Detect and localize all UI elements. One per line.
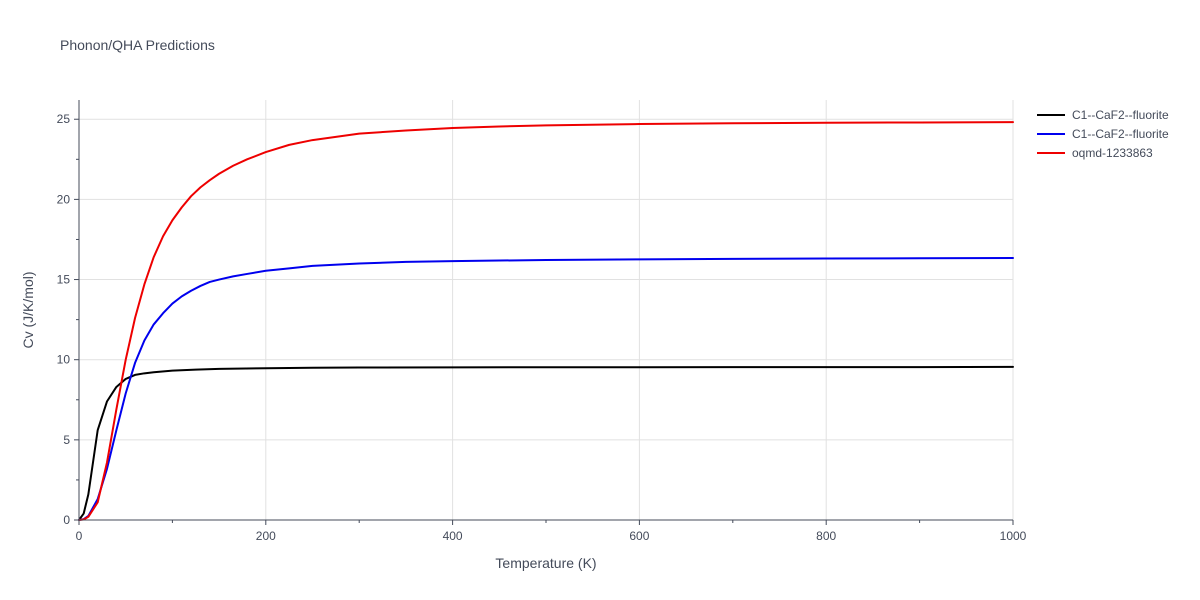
y-tick-label: 20 [57, 192, 71, 206]
x-axis-title: Temperature (K) [495, 555, 596, 571]
x-tick-label: 0 [76, 529, 83, 543]
x-tick-label: 400 [443, 529, 463, 543]
series-line-2[interactable] [78, 257, 1014, 521]
x-tick-label: 800 [816, 529, 836, 543]
legend-label: oqmd-1233863 [1072, 146, 1153, 160]
y-tick-label: 10 [57, 353, 71, 367]
y-tick-label: 0 [63, 513, 70, 527]
chart-title: Phonon/QHA Predictions [60, 37, 215, 53]
x-ticks: 0 200 400 600 800 1000 [76, 520, 1027, 543]
series-line-3[interactable] [78, 121, 1014, 521]
x-tick-label: 200 [256, 529, 276, 543]
series-line-1[interactable] [78, 365, 1014, 521]
grid [79, 100, 1014, 520]
legend-item-1[interactable]: C1--CaF2--fluorite [1037, 108, 1169, 122]
y-ticks: 0 5 10 15 20 25 [57, 112, 79, 527]
x-tick-label: 600 [629, 529, 649, 543]
legend-label: C1--CaF2--fluorite [1072, 108, 1169, 122]
series-layer [78, 121, 1014, 521]
y-tick-label: 25 [57, 112, 71, 126]
legend-item-2[interactable]: C1--CaF2--fluorite [1037, 127, 1169, 141]
legend[interactable]: C1--CaF2--fluorite C1--CaF2--fluorite oqmd… [1037, 108, 1169, 160]
y-tick-label: 15 [57, 273, 71, 287]
x-tick-label: 1000 [1000, 529, 1027, 543]
axes [78, 100, 1013, 521]
y-axis-title: Cv (J/K/mol) [20, 272, 36, 349]
y-tick-label: 5 [63, 433, 70, 447]
legend-label: C1--CaF2--fluorite [1072, 127, 1169, 141]
legend-item-3[interactable]: oqmd-1233863 [1037, 146, 1153, 160]
